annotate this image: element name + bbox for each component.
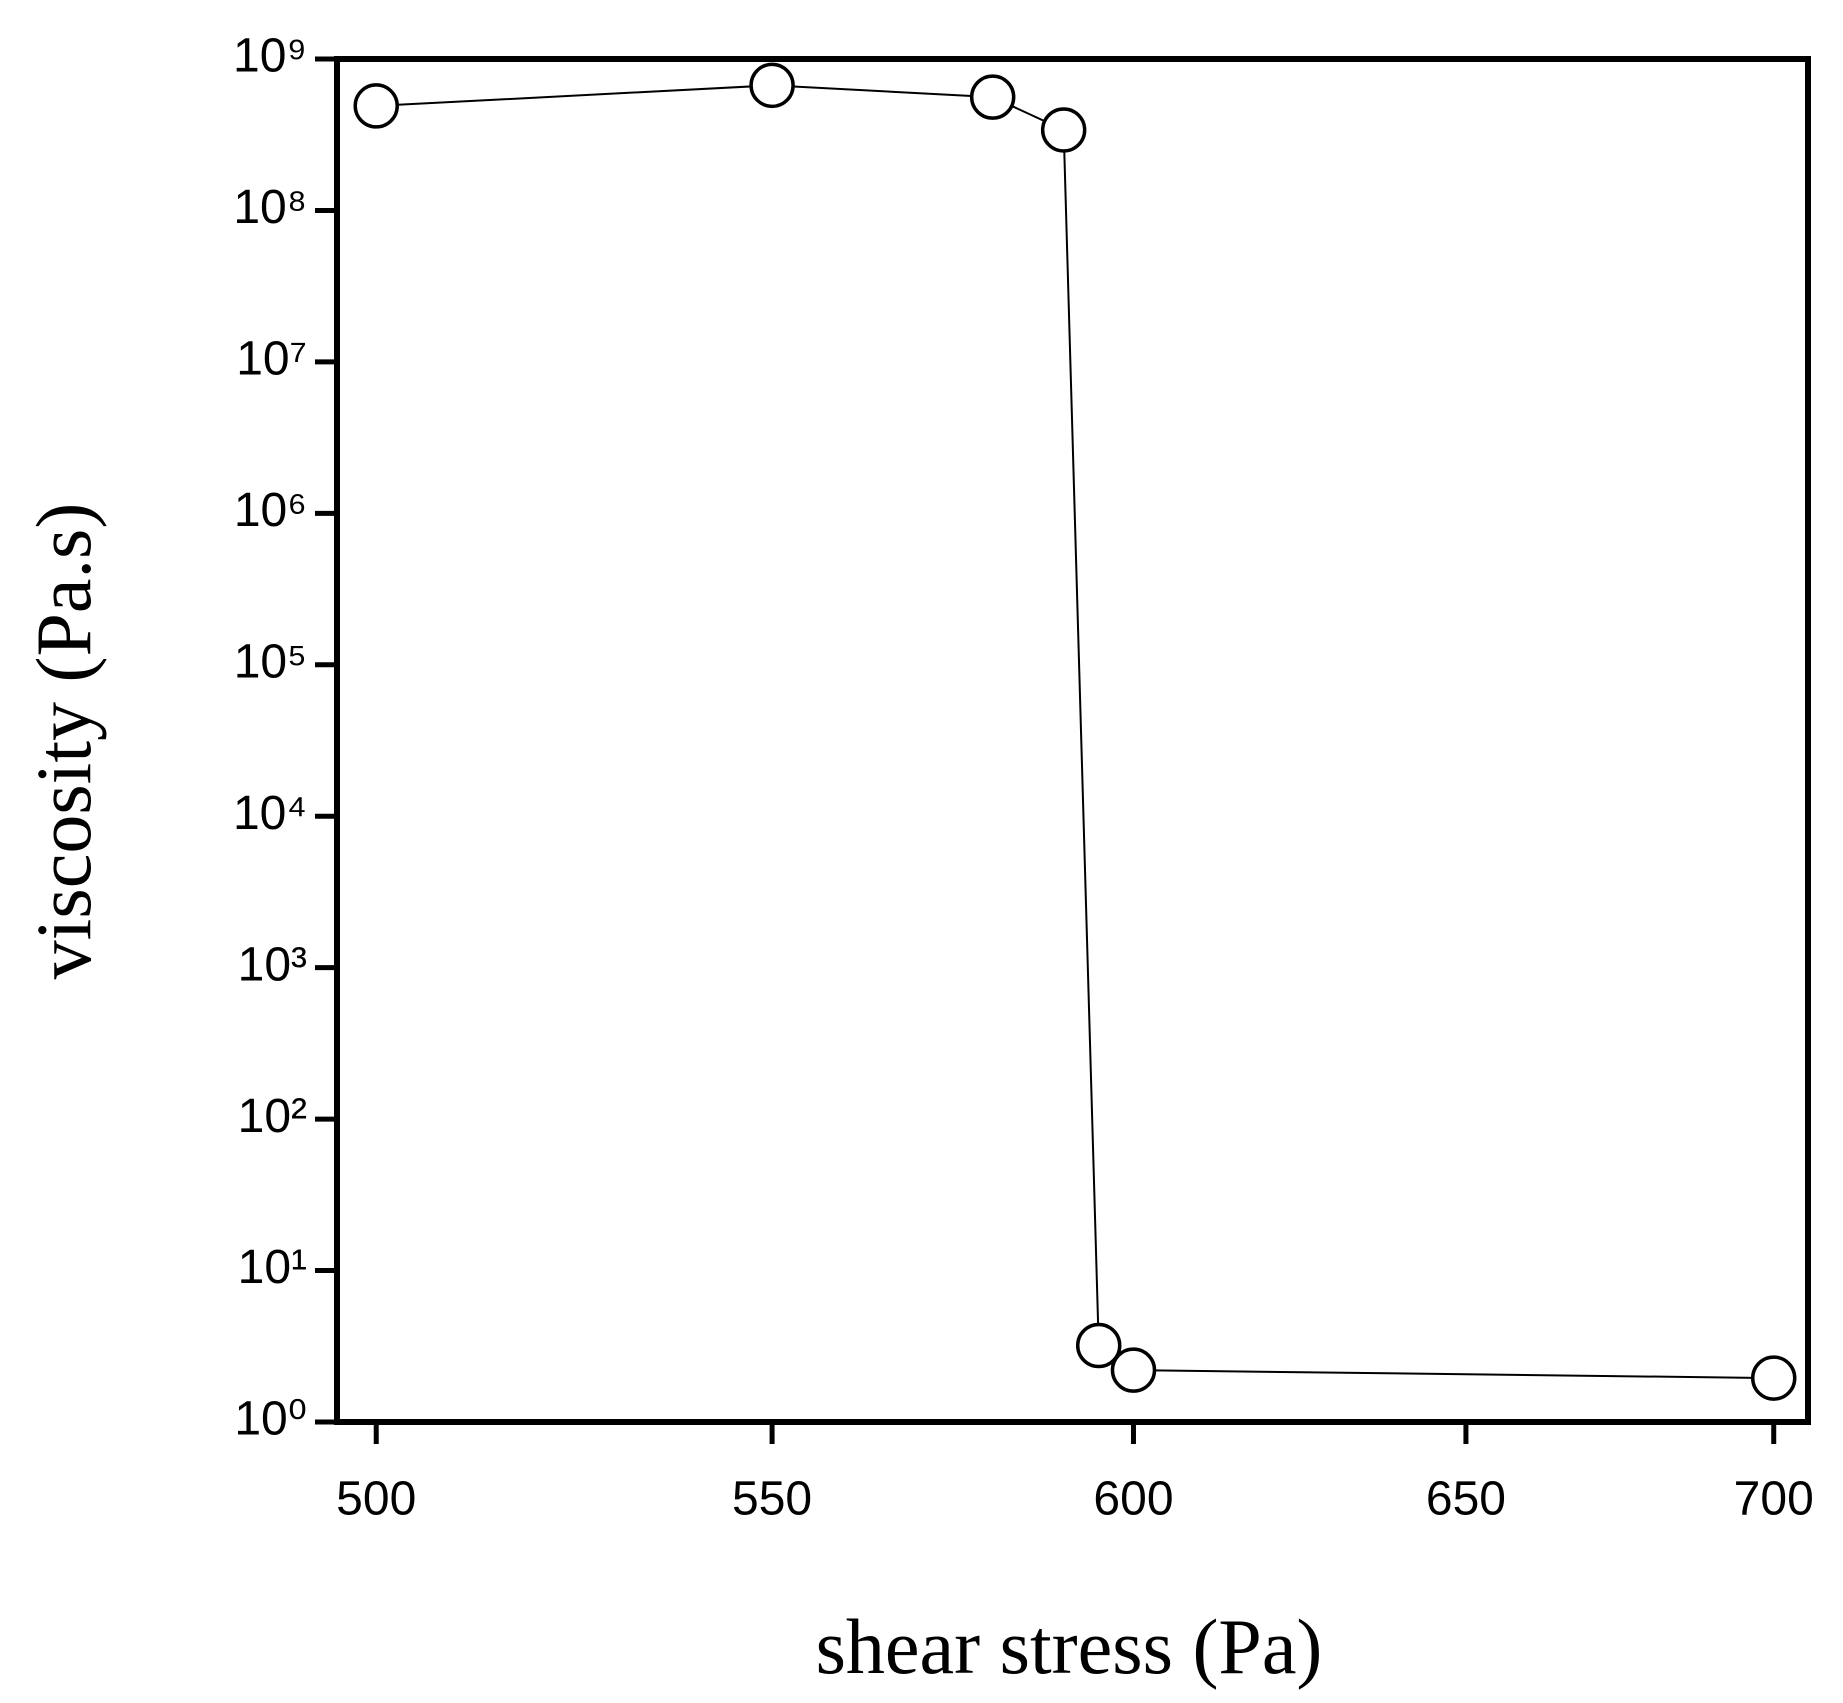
y-tick-label: 10⁹ [233, 30, 307, 83]
data-point [1750, 1355, 1797, 1401]
data-point [1075, 1322, 1122, 1369]
plot-frame [334, 56, 1811, 1425]
y-axis-title: viscosity (Pa.s) [20, 503, 107, 980]
y-tick-label: 10⁷ [236, 333, 307, 386]
x-tick-label: 600 [1093, 1473, 1173, 1526]
series-line [376, 84, 1774, 1380]
y-tick-label: 10¹ [238, 1241, 307, 1294]
data-point [1110, 1347, 1157, 1393]
y-tick-label: 10² [238, 1090, 307, 1143]
y-tick-label: 10⁶ [234, 484, 307, 537]
x-tick-label: 500 [336, 1473, 416, 1526]
data-point [749, 62, 795, 109]
x-axis-title: shear stress (Pa) [816, 1603, 1323, 1690]
data-point [1040, 107, 1087, 153]
y-tick-label: 10⁵ [234, 635, 307, 688]
y-tick-label: 10⁰ [234, 1393, 307, 1446]
x-tick-label: 700 [1734, 1473, 1814, 1526]
y-tick-label: 10⁴ [233, 787, 307, 840]
y-tick-label: 10⁸ [233, 181, 307, 234]
data-point [969, 74, 1016, 120]
x-tick-label: 550 [732, 1473, 812, 1526]
data-point [353, 83, 399, 129]
y-tick-label: 10³ [238, 938, 307, 991]
x-tick-label: 650 [1426, 1473, 1506, 1526]
